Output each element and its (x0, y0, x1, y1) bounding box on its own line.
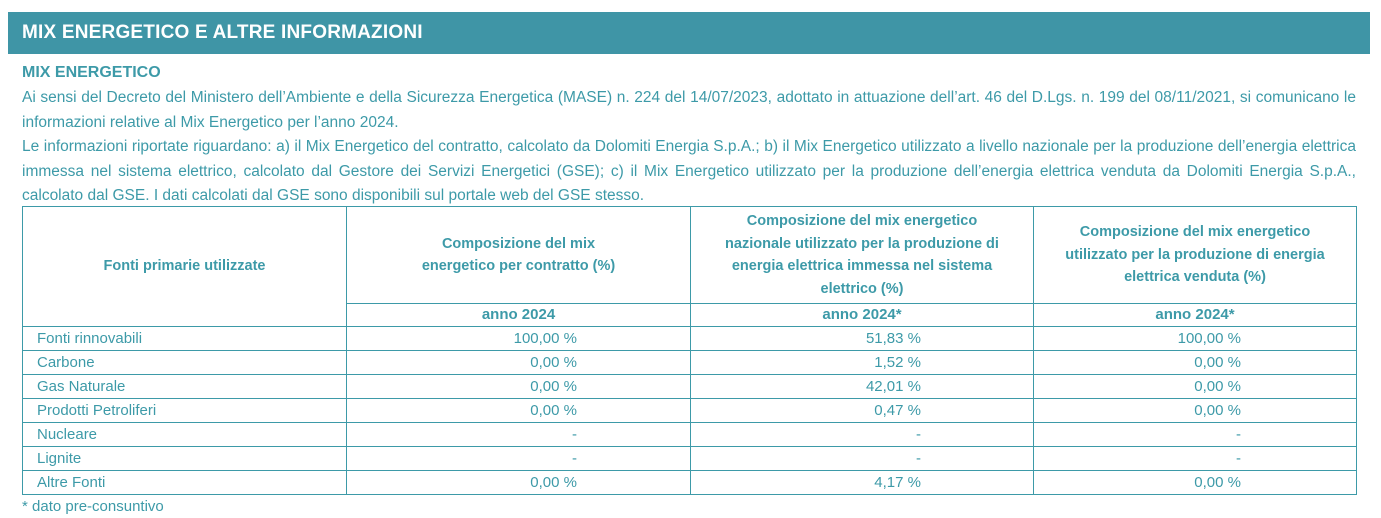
header-contract-mix-text: Composizione del mix energetico per cont… (421, 235, 616, 275)
row-sold-value: - (1033, 422, 1357, 447)
row-sold-value: 0,00 % (1033, 398, 1357, 423)
table-year-row: anno 2024 anno 2024* anno 2024* (23, 303, 1357, 327)
page-banner: MIX ENERGETICO E ALTRE INFORMAZIONI (8, 12, 1370, 54)
row-contract-value: 0,00 % (346, 470, 691, 495)
row-source: Fonti rinnovabili (22, 326, 347, 351)
year-sold: anno 2024* (1033, 303, 1357, 327)
row-national-value: 51,83 % (690, 326, 1034, 351)
row-national-value: 0,47 % (690, 398, 1034, 423)
table-row: Carbone 0,00 % 1,52 % 0,00 % (22, 350, 1357, 375)
banner-title: MIX ENERGETICO E ALTRE INFORMAZIONI (22, 22, 423, 43)
table-row: Gas Naturale 0,00 % 42,01 % 0,00 % (22, 374, 1357, 399)
row-contract-value: 0,00 % (346, 398, 691, 423)
row-national-value: - (690, 446, 1034, 471)
year-contract: anno 2024 (346, 303, 691, 327)
row-sold-value: - (1033, 446, 1357, 471)
header-sold-mix-text: Composizione del mix energetico utilizza… (1065, 224, 1325, 286)
row-contract-value: 0,00 % (346, 374, 691, 399)
header-national-mix-text: Composizione del mix energetico nazional… (725, 213, 999, 297)
row-source: Prodotti Petroliferi (22, 398, 347, 423)
row-source: Lignite (22, 446, 347, 471)
row-national-value: - (690, 422, 1034, 447)
row-contract-value: 100,00 % (346, 326, 691, 351)
header-primary-sources: Fonti primarie utilizzate (22, 206, 347, 327)
header-national-mix: Composizione del mix energetico nazional… (690, 206, 1034, 304)
table-header-row: Fonti primarie utilizzate Composizione d… (22, 206, 1357, 327)
table-row: Prodotti Petroliferi 0,00 % 0,47 % 0,00 … (22, 398, 1357, 423)
row-source: Nucleare (22, 422, 347, 447)
row-contract-value: - (346, 422, 691, 447)
row-source: Carbone (22, 350, 347, 375)
row-national-value: 42,01 % (690, 374, 1034, 399)
header-sold-mix: Composizione del mix energetico utilizza… (1033, 206, 1357, 304)
year-national: anno 2024* (690, 303, 1034, 327)
table-row: Fonti rinnovabili 100,00 % 51,83 % 100,0… (22, 326, 1357, 351)
row-sold-value: 0,00 % (1033, 470, 1357, 495)
info-paragraph: Le informazioni riportate riguardano: a)… (22, 138, 1356, 204)
table-row: Lignite - - - (22, 446, 1357, 471)
energy-mix-table: Fonti primarie utilizzate Composizione d… (22, 206, 1357, 495)
section-title: MIX ENERGETICO (22, 64, 161, 81)
header-contract-mix: Composizione del mix energetico per cont… (346, 206, 691, 304)
intro-paragraph: Ai sensi del Decreto del Ministero dell’… (22, 89, 1356, 131)
row-sold-value: 100,00 % (1033, 326, 1357, 351)
row-sold-value: 0,00 % (1033, 374, 1357, 399)
footnote: * dato pre-consuntivo (22, 498, 164, 515)
row-national-value: 1,52 % (690, 350, 1034, 375)
row-national-value: 4,17 % (690, 470, 1034, 495)
row-contract-value: - (346, 446, 691, 471)
table-row: Altre Fonti 0,00 % 4,17 % 0,00 % (22, 470, 1357, 495)
row-source: Altre Fonti (22, 470, 347, 495)
row-contract-value: 0,00 % (346, 350, 691, 375)
row-source: Gas Naturale (22, 374, 347, 399)
row-sold-value: 0,00 % (1033, 350, 1357, 375)
table-row: Nucleare - - - (22, 422, 1357, 447)
